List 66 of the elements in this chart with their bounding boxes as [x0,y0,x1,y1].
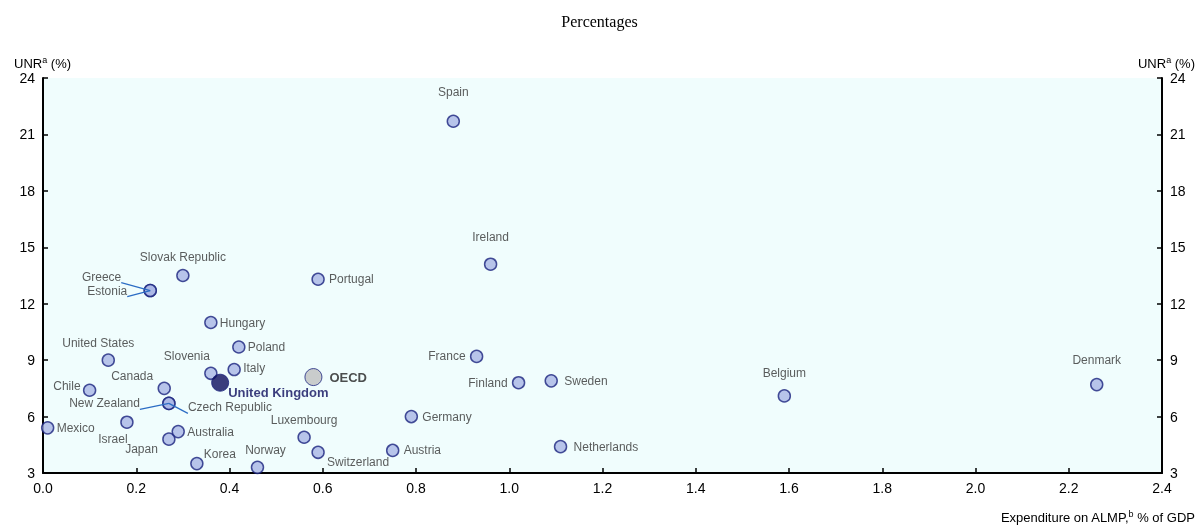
annotation: New Zealand [69,396,140,411]
y-tick-label: 21 [19,126,36,143]
annotation: Netherlands [573,439,639,454]
annotation: Poland [247,339,286,354]
y2-tick-label: 9 [1170,352,1178,369]
annotation: Canada [111,369,154,384]
annotation: Australia [187,424,235,439]
x-tick-label: 0.2 [126,480,147,496]
x-axis-title: Expenditure on ALMP,$^{b}$ % of GDP [1000,508,1195,527]
annotation: Germany [422,409,472,424]
annotation: Ireland [472,230,509,245]
x-tick-label: 2.4 [1152,480,1172,496]
annotation: Finland [468,375,508,390]
y2-tick-label: 18 [1170,182,1186,199]
y-tick-label: 6 [27,408,36,425]
annotation: Portugal [329,272,374,287]
x-tick-label: 0.8 [406,480,426,496]
annotation: Greece [81,269,122,284]
annotation: Slovenia [163,349,211,364]
x-tick-label: 2.0 [965,480,986,496]
y-tick-label: 15 [19,239,36,256]
annotation: France [428,349,466,364]
y2-tick-label: 6 [1170,408,1178,425]
annotation: Spain [437,85,469,100]
annotation: Japan [125,442,158,457]
annotation: Sweden [564,373,608,388]
x-tick-label: 1.6 [779,480,799,496]
annotation: Luxembourg [270,413,338,428]
y-axis-title: UNR$^{a}$ (%) [14,54,72,73]
y2-tick-label: 12 [1170,295,1186,312]
y2-tick-label: 24 [1170,70,1186,86]
x-tick-label: 1.0 [499,480,520,496]
annotation: Mexico [56,420,95,435]
x-tick-label: 0.6 [313,480,333,496]
annotation: Korea [203,446,237,461]
annotation: Denmark [1072,352,1123,367]
y-tick-label: 3 [27,465,36,481]
x-tick-label: 1.2 [592,480,613,496]
annotation: Israel [98,432,128,447]
annotation: Italy [243,360,266,375]
annotation: Estonia [87,283,128,298]
y-tick-label: 18 [19,182,36,199]
annotation: Chile [53,379,81,394]
series-label: OECD [329,369,367,385]
annotation: United States [62,336,135,351]
x-tick-label: 1.8 [872,480,893,496]
annotation: Belgium [762,365,807,380]
annotation: Austria [403,443,442,458]
y2-tick-label: 15 [1170,239,1186,256]
annotation: Czech Republic [187,400,272,415]
y-tick-label: 9 [27,352,36,369]
annotation: Norway [245,443,286,458]
y2-tick-label: 3 [1170,465,1178,481]
annotation: Slovak Republic [139,249,226,264]
chart-title: Percentages [561,12,638,31]
series-label: United Kingdom [228,385,329,401]
x-tick-label: 0.0 [33,480,53,496]
x-tick-label: 1.4 [686,480,706,496]
x-tick-label: 0.4 [219,480,240,496]
annotation: Switzerland [327,455,390,470]
y2-tick-label: 21 [1170,126,1186,143]
x-tick-label: 2.2 [1059,480,1079,496]
y-tick-label: 12 [19,295,36,312]
annotation: Hungary [219,315,266,330]
y-tick-label: 24 [19,70,36,86]
y2-axis-title: UNR$^{a}$ (%) [1137,54,1195,73]
